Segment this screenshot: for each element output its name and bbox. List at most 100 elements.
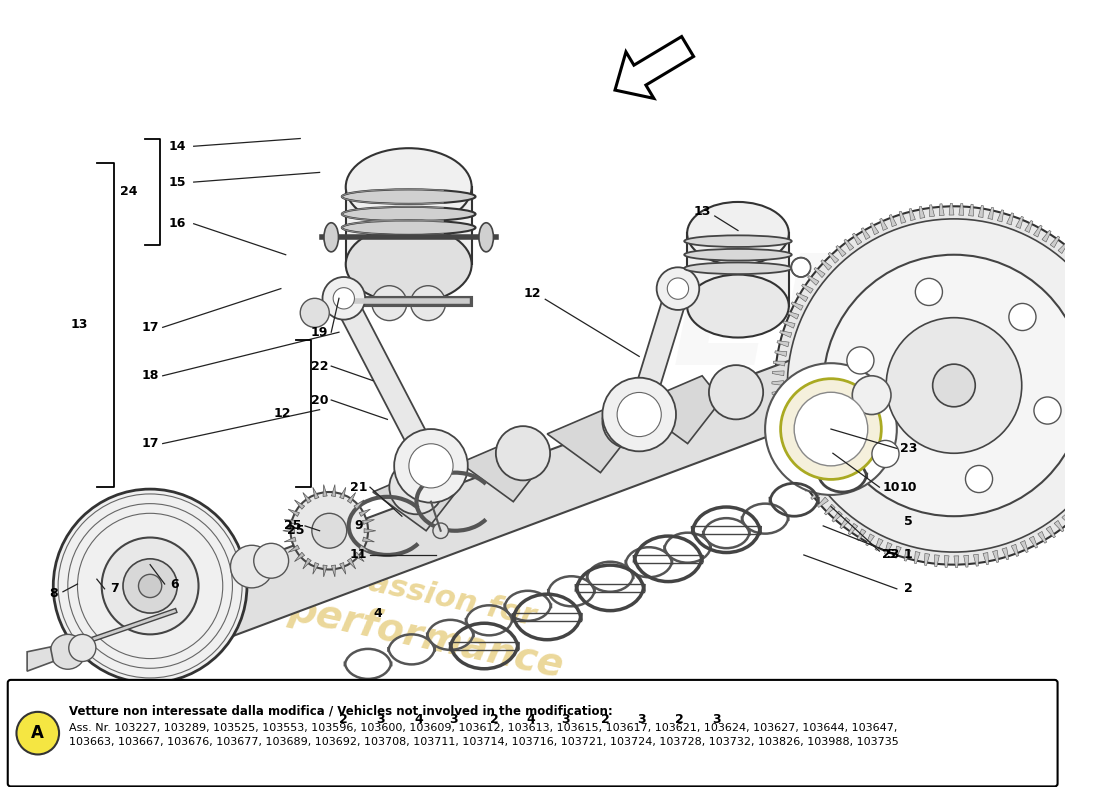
Polygon shape xyxy=(844,239,854,250)
Polygon shape xyxy=(870,222,879,234)
Polygon shape xyxy=(781,438,793,445)
Polygon shape xyxy=(284,520,296,525)
Text: 13: 13 xyxy=(693,205,711,218)
Polygon shape xyxy=(1094,478,1100,487)
Text: 2: 2 xyxy=(601,713,609,726)
Text: 11: 11 xyxy=(350,549,367,562)
Ellipse shape xyxy=(342,220,475,235)
Polygon shape xyxy=(348,558,355,569)
Circle shape xyxy=(966,466,992,493)
Polygon shape xyxy=(1050,236,1059,247)
Polygon shape xyxy=(785,447,796,455)
Polygon shape xyxy=(340,562,345,574)
Text: 2: 2 xyxy=(340,713,349,726)
Polygon shape xyxy=(944,556,949,567)
Circle shape xyxy=(51,634,85,670)
Polygon shape xyxy=(807,275,820,286)
Text: 3: 3 xyxy=(449,713,458,726)
Polygon shape xyxy=(302,493,311,503)
Polygon shape xyxy=(779,429,791,435)
Text: 23: 23 xyxy=(882,549,900,562)
Circle shape xyxy=(794,392,868,466)
Text: 3: 3 xyxy=(713,713,721,726)
Polygon shape xyxy=(772,400,784,405)
Polygon shape xyxy=(939,204,944,216)
Text: 23: 23 xyxy=(900,442,917,455)
Polygon shape xyxy=(783,321,795,328)
Polygon shape xyxy=(1072,256,1084,266)
Circle shape xyxy=(657,267,700,310)
Polygon shape xyxy=(836,246,846,257)
Polygon shape xyxy=(825,504,835,515)
Polygon shape xyxy=(910,209,915,221)
Circle shape xyxy=(231,546,273,588)
Text: 20: 20 xyxy=(311,394,328,406)
Polygon shape xyxy=(774,351,786,357)
Polygon shape xyxy=(954,556,959,567)
Polygon shape xyxy=(772,390,784,395)
Polygon shape xyxy=(1092,280,1100,290)
Polygon shape xyxy=(354,500,364,510)
Circle shape xyxy=(852,376,891,414)
Polygon shape xyxy=(935,555,939,566)
Polygon shape xyxy=(791,302,803,310)
Polygon shape xyxy=(323,485,327,497)
Polygon shape xyxy=(786,311,799,319)
Text: 3: 3 xyxy=(376,713,385,726)
Polygon shape xyxy=(1015,216,1023,229)
Polygon shape xyxy=(998,210,1004,222)
Polygon shape xyxy=(861,228,870,239)
Polygon shape xyxy=(359,545,371,552)
Polygon shape xyxy=(772,381,783,386)
Polygon shape xyxy=(295,552,305,562)
Circle shape xyxy=(410,286,446,321)
Polygon shape xyxy=(832,511,843,522)
Text: 16: 16 xyxy=(168,218,186,230)
Polygon shape xyxy=(295,500,305,510)
Polygon shape xyxy=(924,554,930,566)
Polygon shape xyxy=(288,545,299,552)
Circle shape xyxy=(766,363,896,495)
Text: 4: 4 xyxy=(414,713,422,726)
Polygon shape xyxy=(615,37,694,98)
Ellipse shape xyxy=(324,222,339,252)
Ellipse shape xyxy=(345,148,472,226)
Polygon shape xyxy=(964,555,968,567)
Polygon shape xyxy=(359,509,371,517)
Circle shape xyxy=(781,378,881,479)
Ellipse shape xyxy=(688,202,789,265)
Polygon shape xyxy=(978,206,983,218)
Ellipse shape xyxy=(684,262,792,274)
Polygon shape xyxy=(804,482,816,491)
Polygon shape xyxy=(904,549,911,561)
Circle shape xyxy=(139,574,162,598)
Circle shape xyxy=(791,258,811,277)
Text: 25: 25 xyxy=(284,519,301,533)
Polygon shape xyxy=(354,552,364,562)
Polygon shape xyxy=(866,534,874,546)
Text: 5: 5 xyxy=(887,549,895,562)
Polygon shape xyxy=(777,341,789,347)
Circle shape xyxy=(887,318,1022,454)
Circle shape xyxy=(915,278,943,306)
Polygon shape xyxy=(811,490,822,499)
Polygon shape xyxy=(890,214,896,226)
Polygon shape xyxy=(852,233,861,245)
Polygon shape xyxy=(688,234,789,306)
Text: 9: 9 xyxy=(354,519,363,533)
Polygon shape xyxy=(345,187,472,265)
Polygon shape xyxy=(1025,221,1033,233)
Circle shape xyxy=(372,286,407,321)
Circle shape xyxy=(1009,303,1036,330)
Circle shape xyxy=(433,523,449,538)
Text: a passion for: a passion for xyxy=(314,556,538,631)
Polygon shape xyxy=(874,538,883,550)
Polygon shape xyxy=(794,465,805,474)
Polygon shape xyxy=(968,204,974,216)
Circle shape xyxy=(774,206,1100,565)
Polygon shape xyxy=(1021,541,1028,553)
Polygon shape xyxy=(1058,242,1068,254)
Polygon shape xyxy=(312,487,319,499)
Polygon shape xyxy=(1089,486,1100,495)
Polygon shape xyxy=(1066,249,1076,260)
